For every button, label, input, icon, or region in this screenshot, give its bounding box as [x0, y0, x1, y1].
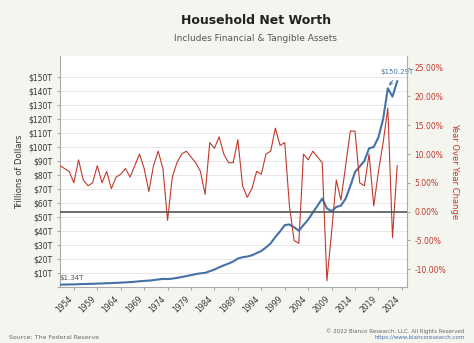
Text: https://www.biancoresearch.com: https://www.biancoresearch.com — [374, 334, 465, 340]
Text: $1.34T: $1.34T — [60, 275, 84, 281]
Text: © 2022 Bianco Research, LLC. All Rights Reserved: © 2022 Bianco Research, LLC. All Rights … — [326, 329, 465, 334]
Y-axis label: Year Over Year Change: Year Over Year Change — [450, 123, 459, 220]
Text: Source: The Federal Reserve: Source: The Federal Reserve — [9, 334, 100, 340]
Text: Includes Financial & Tangible Assets: Includes Financial & Tangible Assets — [174, 34, 337, 43]
Text: $150.29T: $150.29T — [381, 69, 414, 85]
Y-axis label: Trillions of Dollars: Trillions of Dollars — [15, 134, 24, 209]
Text: Household Net Worth: Household Net Worth — [181, 14, 331, 27]
